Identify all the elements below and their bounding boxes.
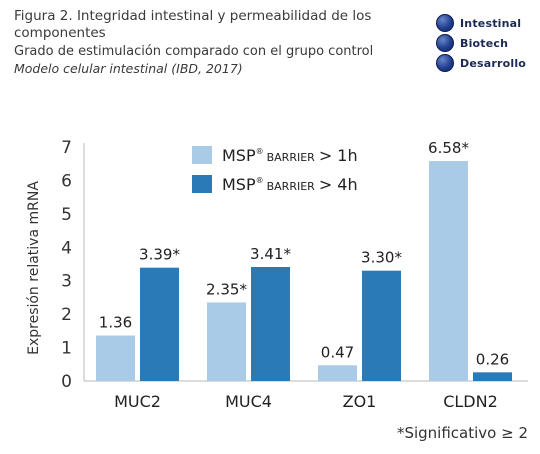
logo-text-2: Biotech xyxy=(460,36,509,50)
y-tick-label: 0 xyxy=(61,372,72,392)
logo-row-1: Intestinal xyxy=(436,13,540,33)
bar-muc4-series-2 xyxy=(251,267,290,381)
logo-dot-icon xyxy=(436,14,454,32)
figure-subtitle: Grado de estimulación comparado con el g… xyxy=(14,44,374,59)
data-label: 1.36 xyxy=(99,314,132,332)
category-label: MUC4 xyxy=(225,392,272,411)
data-label: 3.41* xyxy=(250,245,291,263)
legend-label-2: MSP® BARRIER > 4h xyxy=(222,175,358,194)
bar-zo1-series-2 xyxy=(362,270,401,381)
bar-cldn2-series-1 xyxy=(429,161,468,381)
bar-muc4-series-1 xyxy=(207,302,246,381)
category-label: CLDN2 xyxy=(443,392,498,411)
y-tick-label: 2 xyxy=(61,305,72,325)
y-tick-label: 5 xyxy=(61,205,72,225)
logo-row-3: Desarrollo xyxy=(436,53,540,73)
category-label: ZO1 xyxy=(343,392,377,411)
bar-cldn2-series-2 xyxy=(473,372,512,381)
legend-swatch-1 xyxy=(192,146,212,164)
y-tick-label: 3 xyxy=(61,272,72,292)
figure-title: Figura 2. Integridad intestinal y permea… xyxy=(14,8,372,41)
data-label: 0.47 xyxy=(321,343,354,361)
header: Figura 2. Integridad intestinal y permea… xyxy=(14,8,424,77)
logo-dot-icon xyxy=(436,54,454,72)
data-label: 3.39* xyxy=(139,246,180,264)
data-label: 2.35* xyxy=(206,280,247,298)
data-label: 6.58* xyxy=(428,139,469,157)
bar-zo1-series-1 xyxy=(318,365,357,381)
data-label: 3.30* xyxy=(361,249,402,267)
category-label: MUC2 xyxy=(114,392,161,411)
logo-text-1: Intestinal xyxy=(460,16,522,30)
figure-source: Modelo celular intestinal (IBD, 2017) xyxy=(14,61,243,76)
bar-muc2-series-1 xyxy=(96,335,135,381)
company-logo: Intestinal Biotech Desarrollo xyxy=(436,13,540,73)
logo-dot-icon xyxy=(436,34,454,52)
y-tick-label: 7 xyxy=(61,138,72,158)
y-axis-label: Expresión relativa mRNA xyxy=(26,181,42,355)
significance-footnote: *Significativo ≥ 2 xyxy=(396,424,528,442)
y-tick-label: 4 xyxy=(61,238,72,258)
legend-label-1: MSP® BARRIER > 1h xyxy=(222,146,358,165)
bar-muc2-series-2 xyxy=(140,267,179,381)
y-tick-label: 1 xyxy=(61,339,72,359)
logo-row-2: Biotech xyxy=(436,33,540,53)
data-label: 0.26 xyxy=(476,350,509,368)
legend-swatch-2 xyxy=(192,175,212,193)
y-tick-label: 6 xyxy=(61,171,72,191)
logo-text-3: Desarrollo xyxy=(460,56,527,70)
